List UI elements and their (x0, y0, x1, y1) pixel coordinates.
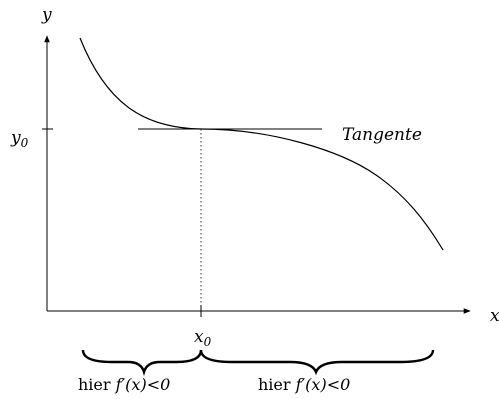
x0-label-sub: 0 (204, 335, 212, 349)
function-curve (79, 37, 444, 251)
left-interval-expression: f′(x)<0 (115, 375, 171, 394)
x0-label: x0 (194, 327, 212, 349)
tangent-label: Tangente (342, 125, 422, 145)
right-interval-expression: f′(x)<0 (295, 375, 351, 394)
left-interval-label: hier f′(x)<0 (78, 375, 170, 394)
y-axis-label: y (41, 5, 52, 25)
right-interval-brace (199, 349, 435, 376)
y0-label-base: y (10, 128, 21, 148)
x0-label-base: x (194, 327, 204, 347)
left-interval-brace (81, 349, 203, 377)
right-interval-label: hier f′(x)<0 (258, 375, 350, 394)
y0-label: y0 (10, 128, 29, 150)
y0-label-sub: 0 (21, 136, 29, 150)
left-interval-prefix: hier (78, 375, 116, 394)
x-axis-label: x (490, 306, 499, 326)
right-interval-prefix: hier (258, 375, 296, 394)
